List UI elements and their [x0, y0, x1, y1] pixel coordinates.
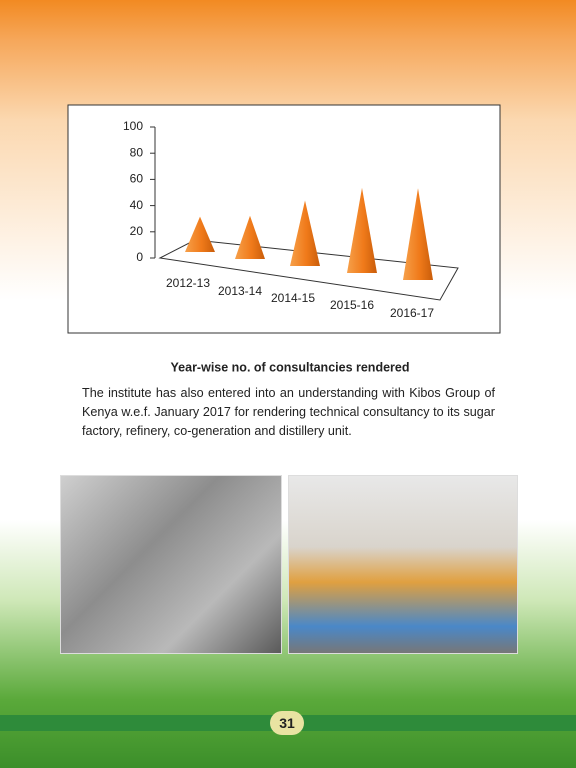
- y-tick-label: 100: [123, 119, 143, 133]
- paragraph: The institute has also entered into an u…: [82, 386, 495, 438]
- photo-visitors: [288, 475, 518, 654]
- y-tick-label: 80: [130, 145, 144, 159]
- chart: Year-wise no. of consultancies rendered …: [67, 104, 501, 374]
- cone: [290, 200, 320, 266]
- chart-caption: Year-wise no. of consultancies rendered: [171, 360, 410, 374]
- x-tick-label: 2013-14: [218, 284, 262, 298]
- chart-frame: [67, 104, 501, 334]
- cone: [347, 187, 377, 273]
- y-tick-label: 60: [130, 172, 144, 186]
- page-number: 31: [270, 711, 304, 735]
- x-tick-label: 2014-15: [271, 291, 315, 305]
- y-tick-label: 40: [130, 198, 144, 212]
- x-tick-label: 2015-16: [330, 298, 374, 312]
- cone: [235, 215, 265, 259]
- y-tick-label: 0: [136, 250, 143, 264]
- photo-lab-equipment: [60, 475, 282, 654]
- x-tick-label: 2012-13: [166, 276, 210, 290]
- chart-floor: [158, 239, 459, 301]
- x-tick-label: 2016-17: [390, 306, 434, 320]
- cone: [185, 216, 215, 252]
- cone: [403, 188, 433, 280]
- y-tick-label: 20: [130, 224, 144, 238]
